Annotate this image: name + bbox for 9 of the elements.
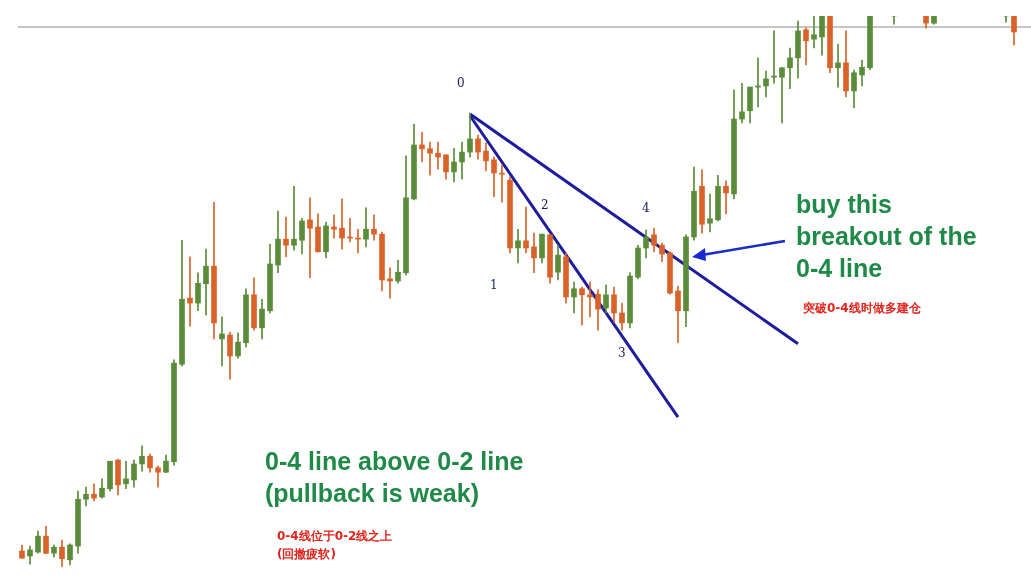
annotation: 3 [618, 346, 626, 360]
annotation: 0-4 line above 0-2 line (pullback is weak) [265, 446, 524, 509]
annotation: buy this breakout of the 0-4 line [796, 189, 977, 284]
annotation: 1 [490, 278, 498, 292]
annotation: 2 [541, 198, 549, 212]
annotation: 4 [642, 201, 650, 215]
annotation: 0-4线位于0-2线之上 (回撤疲软) [277, 528, 393, 563]
annotation: 突破0-4线时做多建仓 [803, 300, 921, 317]
annotation: 0 [457, 76, 465, 90]
